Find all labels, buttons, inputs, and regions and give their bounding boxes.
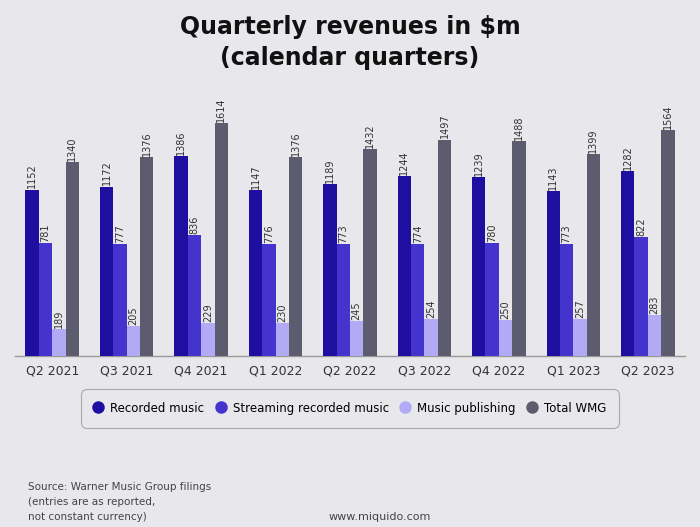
Title: Quarterly revenues in $m
(calendar quarters): Quarterly revenues in $m (calendar quart… (180, 15, 520, 70)
Bar (634, 237, 648, 356)
Bar (248, 190, 262, 356)
Text: 776: 776 (264, 224, 274, 243)
Text: 774: 774 (413, 225, 423, 243)
Text: 1497: 1497 (440, 114, 449, 139)
Text: 1189: 1189 (325, 159, 335, 183)
Text: 1340: 1340 (67, 136, 77, 161)
Bar (52, 329, 66, 356)
Bar (66, 162, 79, 356)
Text: 283: 283 (650, 296, 659, 314)
Text: 245: 245 (351, 301, 362, 319)
Legend: Recorded music, Streaming recorded music, Music publishing, Total WMG: Recorded music, Streaming recorded music… (85, 394, 615, 423)
Text: 1239: 1239 (474, 151, 484, 176)
Bar (25, 190, 38, 356)
Text: 773: 773 (561, 225, 572, 243)
Bar (662, 130, 675, 356)
Bar (411, 244, 424, 356)
Text: 1386: 1386 (176, 130, 186, 154)
Text: 780: 780 (487, 223, 497, 242)
Bar (560, 245, 573, 356)
Text: 1432: 1432 (365, 123, 375, 148)
Text: 822: 822 (636, 218, 646, 236)
Text: 1399: 1399 (589, 128, 598, 153)
Text: Source: Warner Music Group filings
(entries are as reported,
not constant curren: Source: Warner Music Group filings (entr… (28, 482, 211, 522)
Text: 1488: 1488 (514, 115, 524, 140)
Text: 250: 250 (500, 300, 510, 319)
Bar (100, 187, 113, 356)
Bar (621, 171, 634, 356)
Text: 254: 254 (426, 300, 436, 318)
Bar (424, 319, 438, 356)
Text: 189: 189 (54, 309, 64, 328)
Text: 230: 230 (277, 303, 287, 321)
Bar (486, 243, 499, 356)
Bar (512, 141, 526, 356)
Bar (547, 191, 560, 356)
Text: 229: 229 (203, 303, 213, 322)
Bar (350, 321, 363, 356)
Text: 836: 836 (190, 216, 200, 234)
Text: 1376: 1376 (142, 131, 152, 156)
Text: 1152: 1152 (27, 163, 37, 188)
Bar (201, 323, 214, 356)
Text: 777: 777 (115, 224, 125, 242)
Bar (363, 149, 377, 356)
Bar (323, 184, 337, 356)
Bar (289, 157, 302, 356)
Bar (127, 326, 140, 356)
Bar (113, 244, 127, 356)
Bar (174, 155, 188, 356)
Text: 1143: 1143 (548, 165, 558, 190)
Text: 773: 773 (338, 225, 349, 243)
Bar (38, 243, 52, 356)
Bar (140, 157, 153, 356)
Text: 1147: 1147 (251, 164, 260, 189)
Text: 1282: 1282 (623, 145, 633, 170)
Bar (262, 244, 276, 356)
Text: 1376: 1376 (290, 131, 301, 156)
Bar (398, 176, 411, 356)
Text: 1564: 1564 (663, 104, 673, 129)
Text: 781: 781 (41, 223, 50, 242)
Bar (573, 319, 587, 356)
Bar (188, 235, 201, 356)
Bar (648, 315, 661, 356)
Text: 205: 205 (128, 307, 139, 325)
Bar (276, 323, 289, 356)
Text: 1172: 1172 (102, 161, 111, 186)
Bar (472, 177, 486, 356)
Bar (438, 140, 452, 356)
Bar (587, 154, 600, 356)
Bar (499, 320, 512, 356)
Bar (214, 123, 228, 356)
Text: 1614: 1614 (216, 97, 226, 122)
Bar (337, 245, 350, 356)
Text: www.miquido.com: www.miquido.com (329, 512, 431, 522)
Text: 257: 257 (575, 299, 585, 318)
Text: 1244: 1244 (399, 150, 409, 175)
